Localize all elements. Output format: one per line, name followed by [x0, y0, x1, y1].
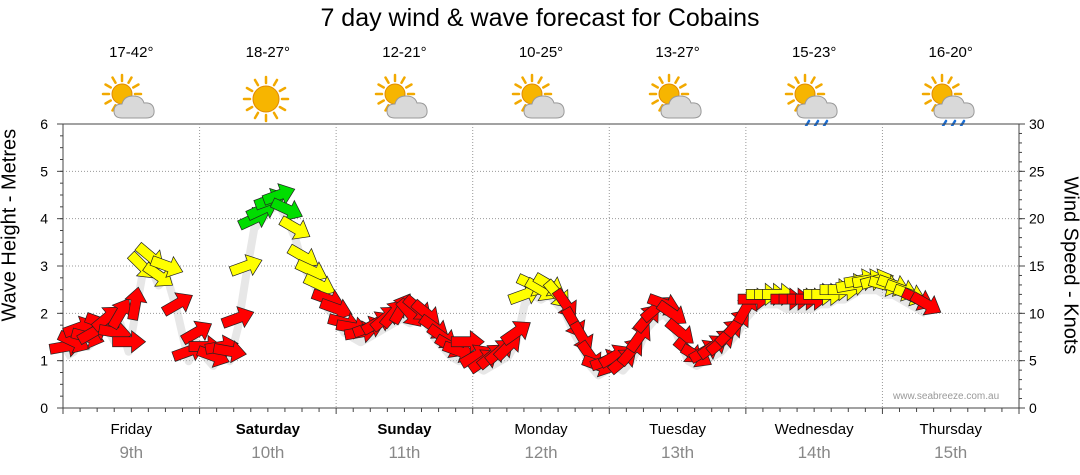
day-name-label: Thursday	[919, 421, 982, 438]
temperature-range: 18-27°	[245, 44, 291, 61]
temperature-range: 15-23°	[791, 44, 837, 61]
wind-arrow	[909, 291, 942, 316]
wind-arrow	[112, 330, 147, 354]
day-name-label: Friday	[110, 421, 153, 438]
day-name-label: Wednesday	[774, 421, 854, 438]
chart-title: 7 day wind & wave forecast for Cobains	[320, 4, 760, 32]
sunny-icon	[237, 72, 295, 126]
y-right-tick-label: 15	[1029, 258, 1045, 274]
y-right-tick-label: 0	[1029, 400, 1037, 416]
y-right-tick-label: 5	[1029, 353, 1037, 369]
wind-arrow	[180, 320, 213, 346]
wind-arrow	[124, 286, 148, 321]
wind-arrow	[625, 322, 651, 354]
wind-arrow	[149, 255, 184, 278]
day-date-label: 14th	[797, 443, 831, 462]
partly-cloudy-icon	[510, 72, 568, 126]
y-left-tick-label: 5	[40, 163, 48, 179]
day-date-label: 15th	[934, 443, 968, 462]
wind-arrow	[228, 254, 263, 277]
wind-arrow	[160, 292, 193, 317]
temperature-range: 16-20°	[928, 44, 973, 61]
wind-arrow	[269, 197, 303, 221]
y-left-tick-label: 2	[40, 305, 48, 321]
day-date-label: 13th	[661, 443, 695, 462]
wind-arrow	[261, 183, 296, 206]
temperature-range: 13-27°	[655, 44, 700, 61]
rain-cloud-icon	[920, 72, 978, 128]
temperature-range: 10-25°	[518, 44, 564, 61]
day-name-label: Sunday	[377, 421, 432, 438]
y-right-tick-label: 30	[1029, 116, 1045, 132]
day-date-label: 11th	[388, 443, 421, 462]
wind-arrow	[212, 340, 247, 364]
wind-arrow	[278, 215, 311, 240]
y-left-tick-label: 6	[40, 116, 48, 132]
day-name-label: Monday	[514, 421, 568, 438]
y-right-tick-label: 20	[1029, 211, 1045, 227]
y-left-tick-label: 1	[40, 353, 48, 369]
watermark: www.seabreeze.com.au	[893, 391, 1000, 402]
y-left-tick-label: 4	[40, 211, 48, 227]
y-axis-right-label: Wind Speed - Knots	[1059, 176, 1080, 355]
day-date-label: 12th	[524, 443, 558, 462]
day-name-label: Saturday	[235, 421, 300, 438]
day-date-label: 9th	[119, 443, 144, 462]
partly-cloudy-icon	[373, 72, 431, 126]
wind-arrow	[499, 321, 531, 347]
y-axis-left-label: Wave Height - Metres	[0, 128, 21, 322]
partly-cloudy-icon	[647, 72, 705, 126]
partly-cloudy-icon	[100, 72, 158, 126]
wind-arrow	[220, 306, 255, 329]
rain-cloud-icon	[783, 72, 841, 128]
y-left-tick-label: 0	[40, 400, 48, 416]
day-name-label: Tuesday	[649, 421, 707, 438]
temperature-range: 12-21°	[382, 44, 427, 61]
y-right-tick-label: 25	[1029, 163, 1045, 179]
y-left-tick-label: 3	[40, 258, 48, 274]
day-date-label: 10th	[251, 443, 285, 462]
y-right-tick-label: 10	[1029, 305, 1045, 321]
temperature-range: 17-42°	[109, 44, 154, 61]
wind-arrow	[142, 261, 173, 287]
